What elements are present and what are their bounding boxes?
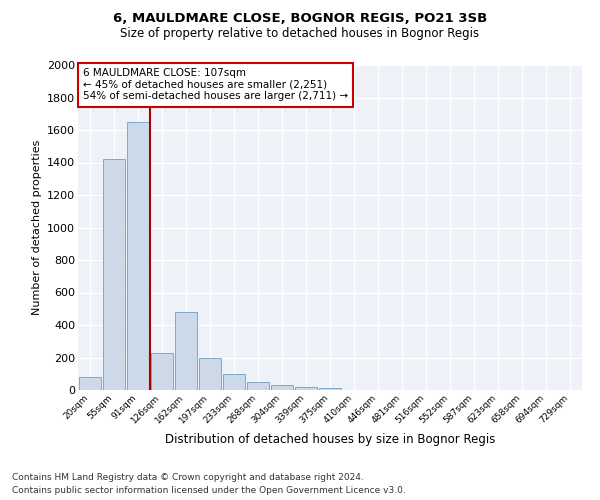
- Bar: [175, 312, 197, 390]
- Bar: [151, 352, 173, 390]
- Bar: [127, 122, 149, 390]
- Bar: [247, 382, 269, 390]
- Y-axis label: Number of detached properties: Number of detached properties: [32, 140, 41, 315]
- Bar: [103, 159, 125, 390]
- Text: Size of property relative to detached houses in Bognor Regis: Size of property relative to detached ho…: [121, 28, 479, 40]
- Bar: [271, 385, 293, 390]
- Text: Contains public sector information licensed under the Open Government Licence v3: Contains public sector information licen…: [12, 486, 406, 495]
- Text: 6, MAULDMARE CLOSE, BOGNOR REGIS, PO21 3SB: 6, MAULDMARE CLOSE, BOGNOR REGIS, PO21 3…: [113, 12, 487, 26]
- Bar: [79, 377, 101, 390]
- Text: 6 MAULDMARE CLOSE: 107sqm
← 45% of detached houses are smaller (2,251)
54% of se: 6 MAULDMARE CLOSE: 107sqm ← 45% of detac…: [83, 68, 348, 102]
- Bar: [223, 374, 245, 390]
- Bar: [295, 387, 317, 390]
- X-axis label: Distribution of detached houses by size in Bognor Regis: Distribution of detached houses by size …: [165, 433, 495, 446]
- Bar: [319, 388, 341, 390]
- Text: Contains HM Land Registry data © Crown copyright and database right 2024.: Contains HM Land Registry data © Crown c…: [12, 474, 364, 482]
- Bar: [199, 358, 221, 390]
